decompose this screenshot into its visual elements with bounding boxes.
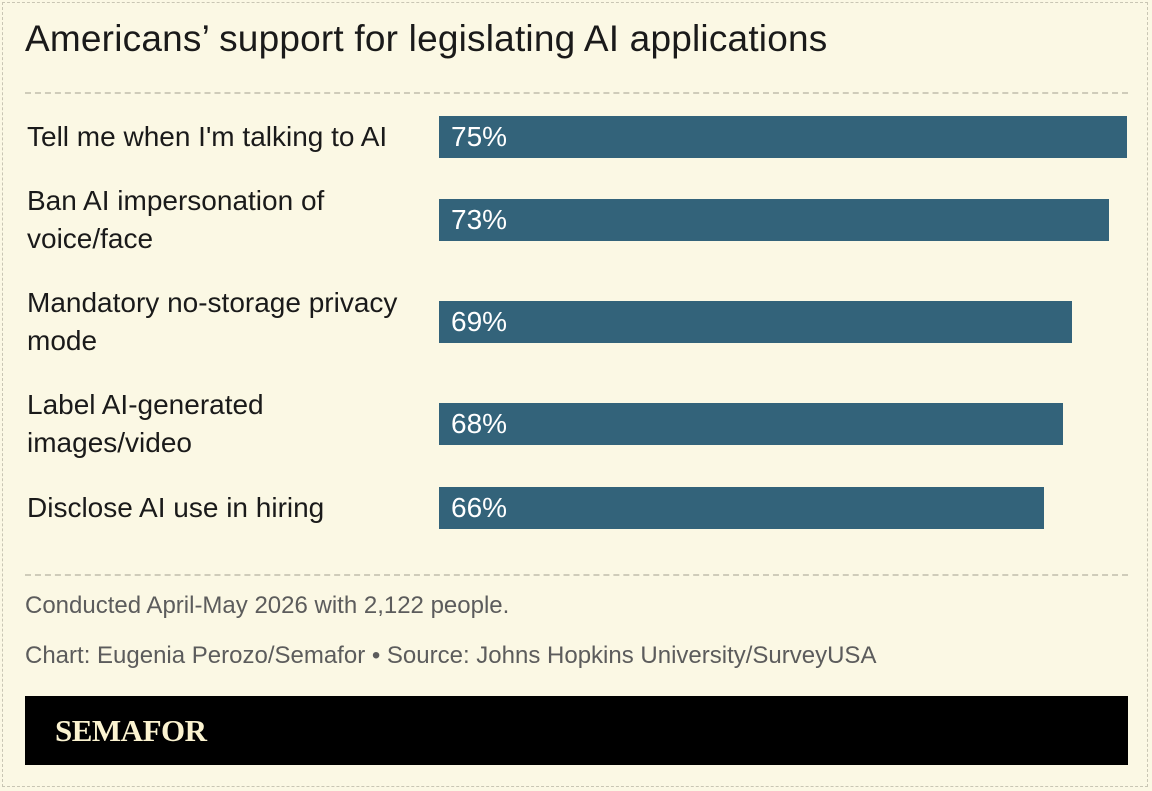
bar-value-label: 68% (451, 408, 508, 439)
bar-value-label: 75% (451, 121, 508, 152)
chart-title: Americans’ support for legislating AI ap… (25, 18, 828, 59)
bar: 73% (439, 199, 1109, 241)
bottom-divider (25, 574, 1128, 576)
category-label: Label AI-generated images/video (27, 389, 264, 458)
bar: 69% (439, 301, 1072, 343)
bar: 68% (439, 403, 1063, 445)
category-label: Disclose AI use in hiring (27, 492, 325, 523)
bar-value-label: 66% (451, 492, 508, 523)
survey-note: Conducted April-May 2026 with 2,122 peop… (25, 592, 510, 619)
top-divider (25, 92, 1128, 94)
semafor-logo: SEMAFOR (55, 713, 207, 748)
category-label: Ban AI impersonation of voice/face (27, 185, 325, 254)
category-label: Tell me when I'm talking to AI (27, 121, 388, 152)
bar: 75% (439, 116, 1127, 158)
source-credit: Chart: Eugenia Perozo/Semafor • Source: … (25, 642, 877, 669)
category-label: Mandatory no-storage privacy mode (27, 287, 398, 356)
bar-value-label: 73% (451, 204, 508, 235)
bar: 66% (439, 487, 1044, 529)
bar-value-label: 69% (451, 306, 508, 337)
footer-bar: SEMAFOR (25, 696, 1128, 765)
